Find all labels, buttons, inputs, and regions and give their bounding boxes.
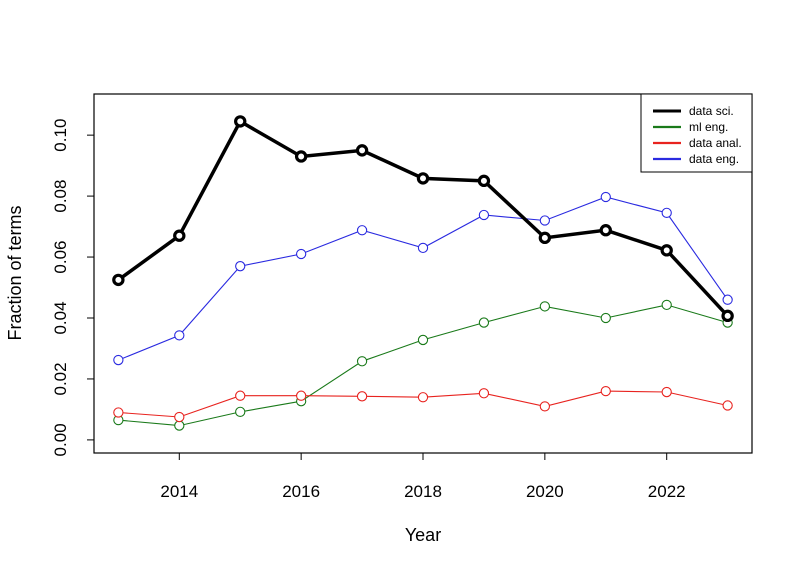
data-point — [294, 150, 308, 163]
x-tick-label: 2014 — [160, 482, 198, 501]
data-point — [295, 390, 307, 401]
data-point — [599, 224, 612, 237]
data-point — [477, 174, 491, 188]
data-point — [721, 309, 734, 323]
y-tick-label: 0.02 — [51, 362, 70, 395]
y-tick-label: 0.04 — [51, 301, 70, 334]
data-point — [235, 390, 246, 401]
data-point — [600, 191, 611, 203]
data-point — [234, 115, 247, 128]
legend-label: data sci. — [689, 104, 734, 118]
data-point — [356, 391, 368, 402]
data-point — [235, 261, 246, 272]
series-data-eng — [113, 191, 733, 366]
data-point — [173, 229, 186, 242]
series-data-anal — [113, 385, 733, 423]
data-point — [478, 388, 490, 399]
y-tick-label: 0.00 — [51, 423, 70, 456]
data-point — [355, 144, 369, 157]
data-point — [417, 242, 429, 254]
data-point — [478, 209, 490, 221]
data-point — [417, 334, 429, 346]
series-data-sci — [112, 115, 734, 323]
y-tick-label: 0.08 — [51, 180, 70, 213]
data-point — [235, 406, 246, 418]
series-ml-eng — [113, 299, 733, 431]
data-point — [113, 354, 124, 366]
data-point — [417, 392, 429, 403]
legend: data sci. ml eng. data anal. data eng. — [640, 93, 753, 173]
data-point — [416, 172, 430, 185]
x-axis-title: Year — [405, 525, 441, 545]
series-line — [117, 118, 729, 318]
data-point — [539, 401, 551, 412]
legend-label: data anal. — [689, 136, 742, 150]
x-tick-label: 2020 — [526, 482, 564, 501]
y-axis: 0.00 0.02 0.04 0.06 0.08 0.10 — [51, 119, 95, 456]
data-point — [600, 385, 611, 397]
data-point — [112, 273, 125, 287]
data-point — [539, 301, 551, 312]
series-layer — [112, 115, 734, 431]
x-tick-label: 2016 — [282, 482, 320, 501]
legend-label: ml eng. — [689, 120, 728, 134]
y-axis-title: Fraction of terms — [5, 205, 25, 340]
y-tick-label: 0.10 — [51, 119, 70, 152]
y-tick-label: 0.06 — [51, 240, 70, 273]
data-point — [174, 420, 185, 431]
x-tick-label: 2018 — [404, 482, 442, 501]
data-point — [722, 400, 733, 411]
x-tick-label: 2022 — [648, 482, 686, 501]
data-point — [478, 317, 490, 328]
data-point — [174, 330, 185, 341]
data-point — [295, 248, 307, 260]
data-point — [600, 312, 611, 324]
data-point — [722, 294, 733, 305]
data-point — [661, 299, 672, 311]
data-point — [538, 231, 552, 245]
data-point — [661, 386, 672, 398]
data-point — [356, 356, 368, 367]
data-point — [539, 215, 551, 226]
data-point — [661, 207, 672, 219]
x-axis: 2014 2016 2018 2020 2022 — [160, 452, 686, 501]
data-point — [113, 407, 124, 418]
data-point — [174, 411, 185, 423]
data-point — [660, 244, 673, 257]
legend-label: data eng. — [689, 152, 739, 166]
data-point — [356, 225, 368, 236]
series-line — [118, 304, 728, 427]
